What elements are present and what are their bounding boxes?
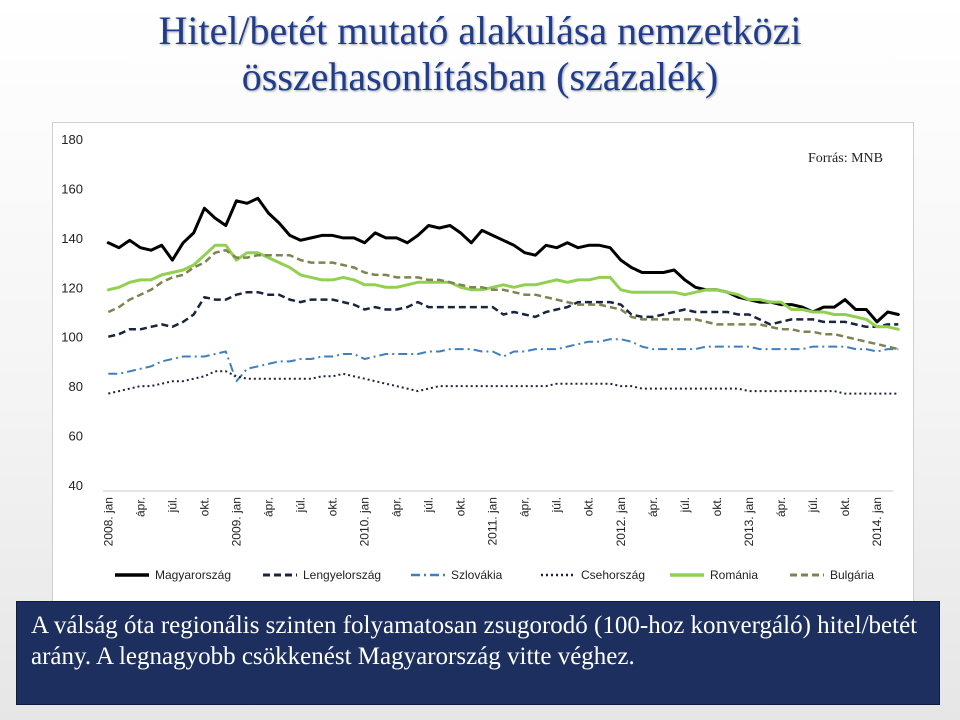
series-line-csehország xyxy=(108,370,899,395)
x-tick-label: okt. xyxy=(197,497,211,516)
title-line-1: Hitel/betét mutató alakulása nemzetközi xyxy=(158,8,802,53)
source-note: Forrás: MNB xyxy=(807,151,883,166)
series-line-lengyelország xyxy=(108,290,899,338)
y-tick-label: 80 xyxy=(69,379,83,394)
legend-label: Magyarország xyxy=(155,568,231,582)
x-tick-label: júl. xyxy=(294,497,308,513)
x-tick-label: júl. xyxy=(806,497,820,513)
legend-label: Csehország xyxy=(581,568,645,582)
series-line-szlovákia xyxy=(108,338,899,383)
legend-label: Lengyelország xyxy=(303,568,381,582)
x-tick-label: ápr. xyxy=(518,497,532,517)
y-tick-label: 180 xyxy=(61,132,83,147)
legend-label: Románia xyxy=(710,568,758,582)
x-tick-label: júl. xyxy=(422,497,436,513)
x-tick-label: okt. xyxy=(454,497,468,516)
legend-label: Bulgária xyxy=(830,568,874,582)
x-tick-label: ápr. xyxy=(646,497,660,517)
x-tick-label: okt. xyxy=(710,497,724,516)
y-tick-label: 60 xyxy=(69,429,83,444)
x-tick-label: júl. xyxy=(550,497,564,513)
series-line-bulgária xyxy=(107,248,899,351)
y-tick-label: 160 xyxy=(61,181,83,196)
x-tick-label: ápr. xyxy=(133,497,147,517)
x-tick-label: okt. xyxy=(326,497,340,516)
x-tick-label: 2010. jan xyxy=(358,497,372,546)
x-tick-label: 2009. jan xyxy=(229,497,243,546)
line-chart: 40 60 80 100 120 140 160 180 2008. jan ápr. júl. ok… xyxy=(61,132,900,582)
y-tick-label: 100 xyxy=(61,330,83,345)
y-tick-label: 120 xyxy=(61,280,83,295)
x-tick-label: ápr. xyxy=(774,497,788,517)
title-line-2: összehasonlításban (százalék) xyxy=(241,54,719,99)
x-tick-label: júl. xyxy=(678,497,692,513)
x-tick-label: 2012. jan xyxy=(614,497,628,546)
y-tick-label: 140 xyxy=(61,231,83,246)
x-tick-label: 2014. jan xyxy=(870,497,884,546)
caption-box: A válság óta regionális szinten folyamat… xyxy=(16,601,940,705)
x-tick-label: 2013. jan xyxy=(742,497,756,546)
x-tick-label: okt. xyxy=(838,497,852,516)
x-tick-label: ápr. xyxy=(261,497,275,517)
chart-panel: 40 60 80 100 120 140 160 180 2008. jan ápr. júl. ok… xyxy=(52,122,914,602)
slide-title: Hitel/betét mutató alakulása nemzetközi … xyxy=(0,8,960,100)
legend-label: Szlovákia xyxy=(451,568,503,582)
x-tick-label: júl. xyxy=(165,497,179,513)
x-tick-label: ápr. xyxy=(390,497,404,517)
x-tick-label: 2008. jan xyxy=(101,497,115,546)
y-tick-label: 40 xyxy=(69,478,83,493)
x-tick-label: 2011. jan xyxy=(486,497,500,546)
x-tick-label: okt. xyxy=(582,497,596,516)
series-line-románia xyxy=(106,243,900,331)
